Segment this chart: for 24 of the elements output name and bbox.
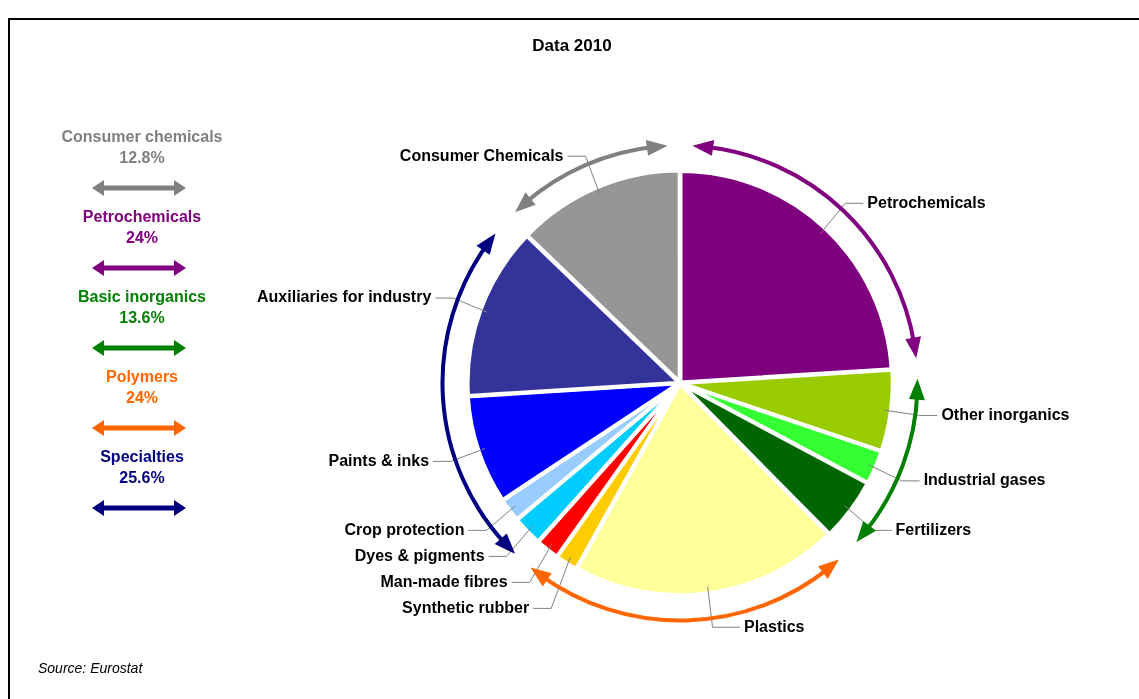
text: Specialties	[99, 448, 185, 466]
slice-label: Dyes & pigments	[354, 546, 485, 564]
slice-label: Synthetic rubber	[402, 598, 530, 616]
source-note: Source: Eurostat	[38, 660, 143, 676]
text: 24%	[125, 389, 159, 407]
slice-label: Crop protection	[344, 520, 465, 538]
text: Petrochemicals	[81, 208, 203, 226]
chart-title: Data 2010	[531, 36, 613, 56]
text: 13.6%	[118, 309, 166, 327]
slice-label: Fertilizers	[895, 520, 972, 538]
slice-label: Auxiliaries for industry	[257, 288, 432, 306]
slice-label: Consumer Chemicals	[399, 146, 564, 164]
text: 12.8%	[118, 149, 166, 167]
text: Polymers	[104, 368, 179, 386]
text: Basic inorganics	[76, 288, 207, 306]
text: Consumer chemicals	[60, 128, 224, 146]
text: 25.6%	[118, 469, 166, 487]
slice-label: Man-made fibres	[380, 572, 508, 590]
slice-label: Other inorganics	[941, 405, 1070, 423]
slice-label: Plastics	[744, 617, 805, 635]
slice-label: Paints & inks	[328, 451, 430, 469]
slice-label: Industrial gases	[923, 471, 1046, 489]
slice-label: Petrochemicals	[867, 193, 986, 211]
text: 24%	[125, 229, 159, 247]
